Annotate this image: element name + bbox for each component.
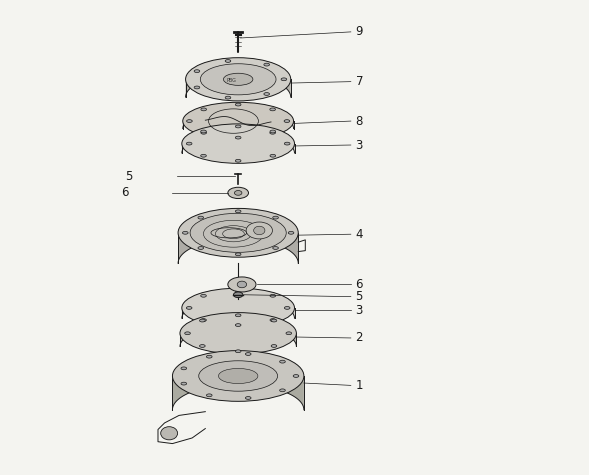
- Ellipse shape: [201, 154, 206, 157]
- Ellipse shape: [236, 289, 241, 292]
- Text: 8: 8: [356, 114, 363, 128]
- Text: PBG: PBG: [226, 78, 236, 83]
- Ellipse shape: [228, 277, 256, 292]
- Ellipse shape: [270, 294, 276, 297]
- Ellipse shape: [236, 323, 241, 326]
- Ellipse shape: [161, 427, 178, 440]
- Ellipse shape: [185, 332, 190, 335]
- Ellipse shape: [200, 319, 205, 322]
- Ellipse shape: [194, 70, 200, 73]
- Ellipse shape: [236, 103, 241, 106]
- Ellipse shape: [236, 125, 241, 128]
- Ellipse shape: [201, 108, 207, 111]
- Polygon shape: [178, 209, 298, 263]
- Ellipse shape: [180, 313, 296, 354]
- Ellipse shape: [183, 102, 293, 140]
- Ellipse shape: [182, 288, 294, 328]
- Text: 3: 3: [356, 304, 363, 317]
- Ellipse shape: [200, 344, 205, 347]
- Text: 3: 3: [356, 139, 363, 152]
- Ellipse shape: [201, 130, 206, 133]
- Ellipse shape: [173, 351, 304, 401]
- Ellipse shape: [264, 93, 270, 95]
- Ellipse shape: [219, 369, 258, 384]
- Ellipse shape: [271, 319, 277, 322]
- Ellipse shape: [186, 57, 291, 101]
- Ellipse shape: [270, 108, 276, 111]
- Ellipse shape: [206, 355, 212, 358]
- Ellipse shape: [284, 306, 290, 309]
- Ellipse shape: [201, 132, 207, 134]
- Polygon shape: [180, 313, 296, 346]
- Ellipse shape: [234, 190, 242, 195]
- Ellipse shape: [228, 187, 249, 199]
- Ellipse shape: [271, 344, 277, 347]
- Ellipse shape: [280, 389, 285, 392]
- Ellipse shape: [273, 247, 279, 249]
- Polygon shape: [182, 124, 294, 153]
- Text: 2: 2: [356, 332, 363, 344]
- Ellipse shape: [186, 142, 192, 145]
- Ellipse shape: [225, 59, 231, 62]
- Text: 5: 5: [356, 290, 363, 303]
- Ellipse shape: [223, 73, 253, 86]
- Text: 6: 6: [356, 278, 363, 291]
- Polygon shape: [173, 351, 304, 410]
- Ellipse shape: [281, 78, 287, 81]
- Ellipse shape: [284, 120, 290, 123]
- Ellipse shape: [254, 226, 265, 235]
- Ellipse shape: [194, 86, 200, 89]
- Polygon shape: [182, 288, 294, 318]
- Ellipse shape: [236, 253, 241, 256]
- Ellipse shape: [236, 314, 241, 317]
- Polygon shape: [183, 102, 293, 129]
- Ellipse shape: [198, 361, 277, 391]
- Ellipse shape: [284, 142, 290, 145]
- Ellipse shape: [236, 136, 241, 139]
- Ellipse shape: [286, 332, 292, 335]
- Ellipse shape: [270, 154, 276, 157]
- Ellipse shape: [288, 231, 294, 234]
- Ellipse shape: [206, 394, 212, 397]
- Ellipse shape: [264, 63, 270, 66]
- Ellipse shape: [225, 96, 231, 99]
- Ellipse shape: [198, 216, 204, 219]
- Text: 6: 6: [121, 186, 128, 200]
- Text: 1: 1: [356, 379, 363, 392]
- Ellipse shape: [182, 124, 294, 163]
- Ellipse shape: [270, 319, 276, 322]
- Ellipse shape: [187, 120, 192, 123]
- Ellipse shape: [183, 231, 188, 234]
- Ellipse shape: [236, 159, 241, 162]
- Ellipse shape: [181, 382, 187, 385]
- Polygon shape: [186, 57, 291, 97]
- Ellipse shape: [236, 350, 241, 352]
- Ellipse shape: [233, 292, 243, 298]
- Ellipse shape: [201, 294, 206, 297]
- Ellipse shape: [201, 319, 206, 322]
- Ellipse shape: [190, 213, 286, 252]
- Ellipse shape: [237, 281, 247, 288]
- Ellipse shape: [273, 216, 279, 219]
- Ellipse shape: [246, 352, 251, 355]
- Ellipse shape: [186, 306, 192, 309]
- Ellipse shape: [246, 222, 273, 239]
- Text: 7: 7: [356, 75, 363, 88]
- Ellipse shape: [270, 130, 276, 133]
- Text: 4: 4: [356, 228, 363, 241]
- Ellipse shape: [246, 397, 251, 399]
- Text: 5: 5: [125, 170, 133, 183]
- Ellipse shape: [236, 210, 241, 213]
- Ellipse shape: [280, 360, 285, 363]
- Text: 9: 9: [356, 25, 363, 38]
- Ellipse shape: [270, 132, 276, 134]
- Ellipse shape: [200, 64, 276, 95]
- Ellipse shape: [178, 209, 298, 257]
- Ellipse shape: [198, 247, 204, 249]
- Ellipse shape: [293, 375, 299, 378]
- Ellipse shape: [181, 367, 187, 370]
